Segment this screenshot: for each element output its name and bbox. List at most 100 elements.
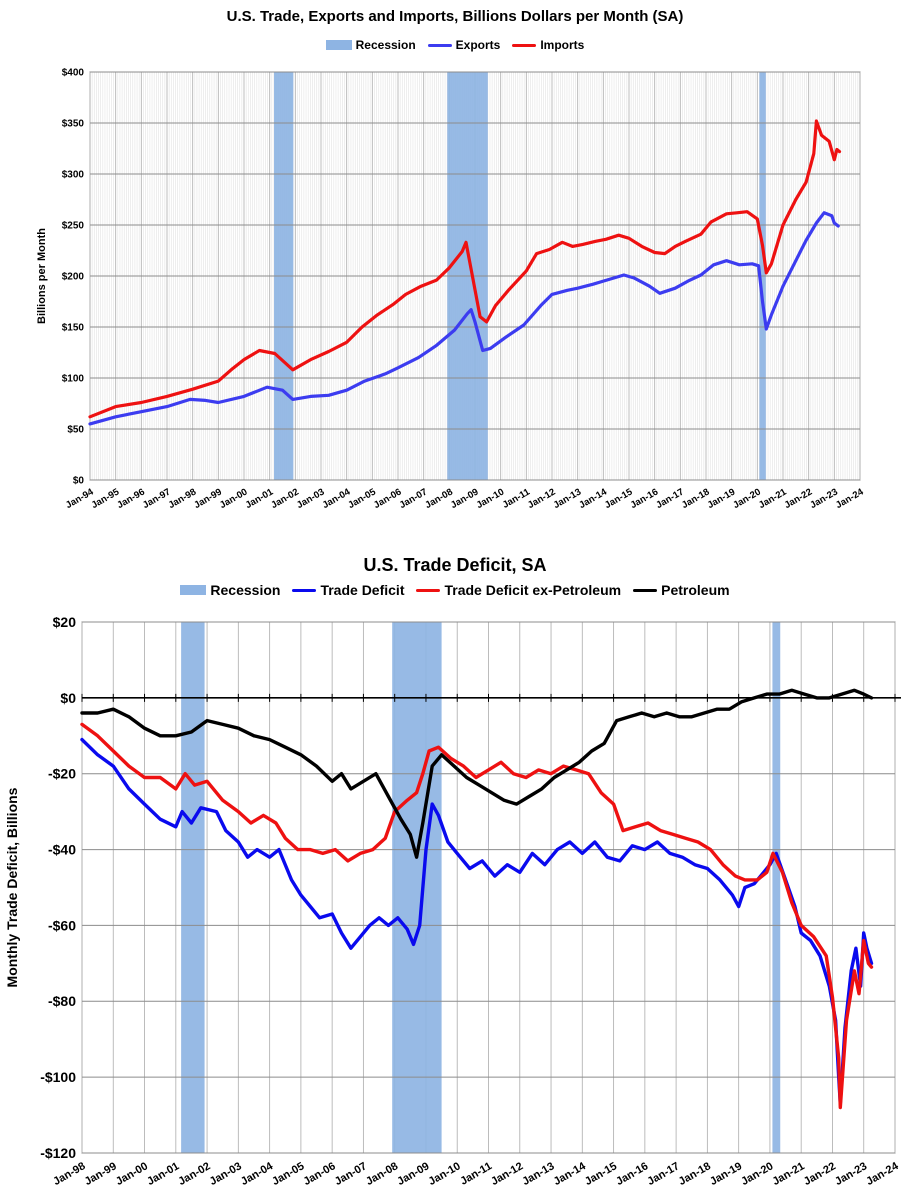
y-tick-label: $20 bbox=[53, 614, 77, 630]
legend-item-petroleum: Petroleum bbox=[633, 582, 730, 598]
x-tick-label: Jan-99 bbox=[192, 487, 224, 512]
x-tick-label: Jan-01 bbox=[244, 486, 276, 511]
y-tick-label: $400 bbox=[62, 68, 85, 79]
x-tick-label: Jan-10 bbox=[427, 1160, 463, 1188]
legend-swatch bbox=[427, 43, 452, 47]
legend-swatch bbox=[325, 40, 352, 50]
x-tick-label: Jan-02 bbox=[176, 1160, 212, 1188]
x-tick-label: Jan-95 bbox=[90, 486, 122, 511]
x-tick-label: Jan-17 bbox=[654, 487, 686, 512]
legend-swatch bbox=[416, 588, 441, 592]
x-tick-label: Jan-00 bbox=[218, 487, 250, 512]
y-tick-label: $50 bbox=[67, 425, 84, 436]
x-tick-label: Jan-06 bbox=[372, 487, 404, 512]
x-tick-label: Jan-23 bbox=[833, 1160, 869, 1188]
x-tick-label: Jan-20 bbox=[739, 1160, 775, 1188]
x-tick-label: Jan-08 bbox=[423, 487, 455, 512]
x-tick-label: Jan-16 bbox=[629, 487, 661, 512]
x-tick-label: Jan-12 bbox=[489, 1160, 525, 1188]
legend-label: Trade Deficit bbox=[320, 582, 405, 598]
x-tick-label: Jan-21 bbox=[757, 486, 789, 511]
y-tick-label: -$20 bbox=[48, 766, 76, 782]
x-tick-label: Jan-96 bbox=[115, 487, 147, 512]
x-tick-label: Jan-03 bbox=[208, 1160, 244, 1188]
x-tick-label: Jan-08 bbox=[364, 1160, 400, 1188]
y-tick-label: $100 bbox=[62, 374, 85, 385]
x-tick-label: Jan-05 bbox=[270, 1160, 306, 1188]
x-tick-label: Jan-04 bbox=[321, 486, 353, 511]
x-tick-label: Jan-98 bbox=[51, 1160, 87, 1188]
y-tick-label: -$80 bbox=[48, 993, 76, 1009]
x-tick-label: Jan-05 bbox=[346, 486, 378, 511]
legend-item-recession: Recession bbox=[180, 582, 280, 598]
y-axis-label: Monthly Trade Deficit, Billions bbox=[4, 787, 20, 987]
y-tick-label: $300 bbox=[62, 170, 85, 181]
y-tick-label: $150 bbox=[62, 323, 85, 334]
legend-item-trade-deficit: Trade Deficit bbox=[292, 582, 404, 598]
x-tick-label: Jan-19 bbox=[708, 1160, 744, 1188]
y-tick-label: -$60 bbox=[48, 917, 76, 933]
x-tick-label: Jan-07 bbox=[398, 487, 430, 512]
x-tick-label: Jan-13 bbox=[520, 1160, 556, 1188]
x-tick-label: Jan-00 bbox=[114, 1160, 150, 1188]
chart-title: U.S. Trade, Exports and Imports, Billion… bbox=[226, 8, 684, 25]
x-tick-label: Jan-15 bbox=[583, 1160, 619, 1188]
x-tick-label: Jan-14 bbox=[552, 1160, 589, 1188]
y-tick-label: $0 bbox=[60, 690, 76, 706]
x-tick-label: Jan-98 bbox=[167, 487, 199, 512]
x-tick-label: Jan-94 bbox=[64, 486, 96, 511]
y-tick-label: $250 bbox=[62, 221, 85, 232]
plot-area: -$120-$100-$80-$60-$40-$20$0$20Jan-98Jan… bbox=[4, 614, 901, 1188]
x-tick-label: Jan-10 bbox=[475, 487, 507, 512]
legend-item-recession: Recession bbox=[325, 38, 416, 52]
y-tick-label: $0 bbox=[73, 476, 85, 487]
x-tick-label: Jan-11 bbox=[501, 486, 533, 511]
x-tick-label: Jan-12 bbox=[526, 487, 558, 512]
x-tick-label: Jan-22 bbox=[802, 1160, 838, 1188]
x-tick-label: Jan-07 bbox=[333, 1160, 369, 1188]
x-tick-label: Jan-09 bbox=[449, 487, 481, 512]
x-tick-label: Jan-22 bbox=[783, 487, 815, 512]
x-tick-label: Jan-18 bbox=[680, 487, 712, 512]
y-tick-label: -$40 bbox=[48, 841, 76, 857]
x-tick-label: Jan-21 bbox=[771, 1160, 807, 1188]
recession-band bbox=[772, 622, 781, 1153]
exports-imports-chart: U.S. Trade, Exports and Imports, Billion… bbox=[0, 0, 910, 520]
legend-label: Recession bbox=[355, 38, 416, 52]
y-tick-label: $350 bbox=[62, 119, 85, 130]
x-tick-label: Jan-13 bbox=[552, 487, 584, 512]
x-tick-label: Jan-17 bbox=[645, 1160, 681, 1188]
legend: Recession Trade Deficit Trade Deficit ex… bbox=[0, 582, 910, 598]
x-tick-label: Jan-97 bbox=[141, 487, 173, 512]
x-tick-label: Jan-16 bbox=[614, 1160, 650, 1188]
y-tick-label: -$120 bbox=[40, 1145, 76, 1161]
x-tick-label: Jan-11 bbox=[458, 1160, 494, 1188]
plot-area: $0$50$100$150$200$250$300$350$400Jan-94J… bbox=[36, 68, 866, 512]
legend-label: Recession bbox=[210, 582, 281, 598]
y-tick-label: $200 bbox=[62, 272, 85, 283]
x-tick-label: Jan-24 bbox=[834, 486, 866, 511]
legend: Recession Exports Imports bbox=[0, 38, 910, 52]
legend-swatch bbox=[633, 588, 658, 592]
x-tick-label: Jan-24 bbox=[864, 1160, 901, 1188]
recession-band bbox=[392, 622, 442, 1153]
legend-label: Petroleum bbox=[661, 582, 730, 598]
legend-item-exports: Exports bbox=[427, 38, 501, 52]
legend-label: Exports bbox=[455, 38, 501, 52]
legend-swatch bbox=[180, 585, 207, 595]
series-line-petroleum bbox=[80, 688, 874, 859]
legend-label: Imports bbox=[540, 38, 585, 52]
y-axis-label: Billions per Month bbox=[36, 228, 48, 324]
legend-swatch bbox=[292, 588, 317, 592]
chart-title: U.S. Trade Deficit, SA bbox=[363, 555, 547, 575]
legend-item-ex-petroleum: Trade Deficit ex-Petroleum bbox=[416, 582, 621, 598]
legend-swatch bbox=[512, 43, 537, 47]
x-tick-label: Jan-15 bbox=[603, 486, 635, 511]
legend-label: Trade Deficit ex-Petroleum bbox=[444, 582, 622, 598]
series-line-exports bbox=[88, 211, 840, 426]
x-tick-label: Jan-02 bbox=[269, 487, 301, 512]
x-tick-label: Jan-19 bbox=[706, 487, 738, 512]
x-tick-label: Jan-18 bbox=[677, 1160, 713, 1188]
x-tick-label: Jan-99 bbox=[83, 1160, 119, 1188]
x-tick-label: Jan-04 bbox=[239, 1160, 276, 1188]
